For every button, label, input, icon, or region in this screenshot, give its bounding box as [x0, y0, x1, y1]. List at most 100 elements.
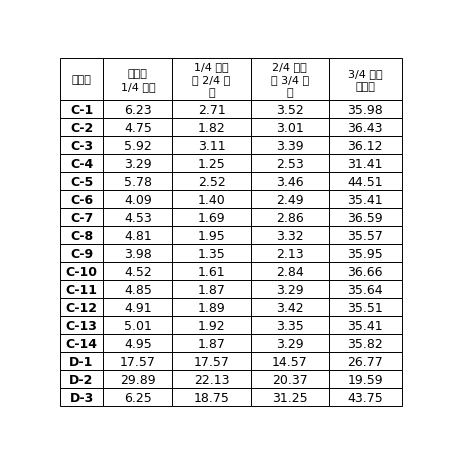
- Bar: [104, 191, 172, 209]
- Text: 35.98: 35.98: [347, 104, 383, 117]
- Bar: [172, 353, 251, 370]
- Text: 29.89: 29.89: [120, 373, 156, 386]
- Text: 1.89: 1.89: [198, 301, 225, 314]
- Bar: [172, 263, 251, 281]
- Text: 35.64: 35.64: [347, 283, 383, 296]
- Bar: [60, 388, 104, 407]
- Text: 35.57: 35.57: [347, 229, 383, 242]
- Bar: [172, 227, 251, 245]
- Text: 14.57: 14.57: [272, 355, 308, 368]
- Bar: [60, 119, 104, 137]
- Bar: [329, 298, 401, 317]
- Bar: [60, 353, 104, 370]
- Text: 3.35: 3.35: [276, 319, 304, 332]
- Text: 2.53: 2.53: [276, 158, 304, 170]
- Bar: [329, 137, 401, 155]
- Bar: [172, 317, 251, 335]
- Text: 35.95: 35.95: [347, 247, 383, 260]
- Bar: [329, 388, 401, 407]
- Text: 1.25: 1.25: [198, 158, 225, 170]
- Bar: [329, 119, 401, 137]
- Text: C-3: C-3: [70, 139, 93, 152]
- Bar: [60, 209, 104, 227]
- Text: 35.51: 35.51: [347, 301, 383, 314]
- Text: C-12: C-12: [66, 301, 98, 314]
- Text: C-5: C-5: [70, 176, 93, 188]
- Bar: [251, 335, 329, 353]
- Bar: [172, 119, 251, 137]
- Text: 31.41: 31.41: [347, 158, 383, 170]
- Text: C-7: C-7: [70, 211, 93, 224]
- Text: 1.35: 1.35: [198, 247, 225, 260]
- Text: 2.84: 2.84: [276, 265, 304, 278]
- Text: 2.71: 2.71: [198, 104, 225, 117]
- Text: 4.52: 4.52: [124, 265, 152, 278]
- Bar: [172, 137, 251, 155]
- Text: 35.41: 35.41: [347, 319, 383, 332]
- Text: 35.41: 35.41: [347, 193, 383, 207]
- Text: 1.40: 1.40: [198, 193, 225, 207]
- Bar: [251, 388, 329, 407]
- Text: 1.92: 1.92: [198, 319, 225, 332]
- Bar: [251, 298, 329, 317]
- Bar: [329, 155, 401, 173]
- Text: C-2: C-2: [70, 121, 93, 135]
- Bar: [104, 119, 172, 137]
- Text: 31.25: 31.25: [272, 391, 307, 404]
- Text: 3.29: 3.29: [276, 283, 303, 296]
- Bar: [329, 59, 401, 101]
- Text: C-6: C-6: [70, 193, 93, 207]
- Bar: [60, 227, 104, 245]
- Text: 4.09: 4.09: [124, 193, 152, 207]
- Bar: [251, 191, 329, 209]
- Bar: [172, 281, 251, 298]
- Bar: [251, 155, 329, 173]
- Bar: [172, 155, 251, 173]
- Text: 35.82: 35.82: [347, 337, 383, 350]
- Text: C-10: C-10: [66, 265, 98, 278]
- Bar: [60, 281, 104, 298]
- Text: 36.43: 36.43: [347, 121, 383, 135]
- Text: 1.87: 1.87: [198, 337, 225, 350]
- Bar: [251, 227, 329, 245]
- Bar: [329, 263, 401, 281]
- Text: C-1: C-1: [70, 104, 93, 117]
- Bar: [172, 298, 251, 317]
- Text: 3.39: 3.39: [276, 139, 303, 152]
- Text: 3.01: 3.01: [276, 121, 304, 135]
- Text: 2.49: 2.49: [276, 193, 303, 207]
- Text: 4.75: 4.75: [124, 121, 152, 135]
- Bar: [329, 227, 401, 245]
- Bar: [104, 281, 172, 298]
- Bar: [104, 137, 172, 155]
- Bar: [60, 59, 104, 101]
- Bar: [251, 209, 329, 227]
- Text: 3.32: 3.32: [276, 229, 303, 242]
- Text: C-14: C-14: [66, 337, 98, 350]
- Bar: [60, 137, 104, 155]
- Text: 3.46: 3.46: [276, 176, 303, 188]
- Text: 36.12: 36.12: [347, 139, 383, 152]
- Text: 6.23: 6.23: [124, 104, 152, 117]
- Text: C-4: C-4: [70, 158, 93, 170]
- Text: 43.75: 43.75: [347, 391, 383, 404]
- Text: C-11: C-11: [66, 283, 98, 296]
- Text: 2.13: 2.13: [276, 247, 303, 260]
- Bar: [60, 155, 104, 173]
- Bar: [104, 353, 172, 370]
- Text: 5.01: 5.01: [124, 319, 152, 332]
- Text: C-8: C-8: [70, 229, 93, 242]
- Text: 3.29: 3.29: [276, 337, 303, 350]
- Bar: [172, 173, 251, 191]
- Text: 36.66: 36.66: [347, 265, 383, 278]
- Bar: [251, 101, 329, 119]
- Text: 3.52: 3.52: [276, 104, 304, 117]
- Bar: [329, 353, 401, 370]
- Bar: [104, 227, 172, 245]
- Bar: [329, 245, 401, 263]
- Text: 44.51: 44.51: [347, 176, 383, 188]
- Bar: [329, 209, 401, 227]
- Bar: [172, 59, 251, 101]
- Bar: [329, 317, 401, 335]
- Bar: [329, 335, 401, 353]
